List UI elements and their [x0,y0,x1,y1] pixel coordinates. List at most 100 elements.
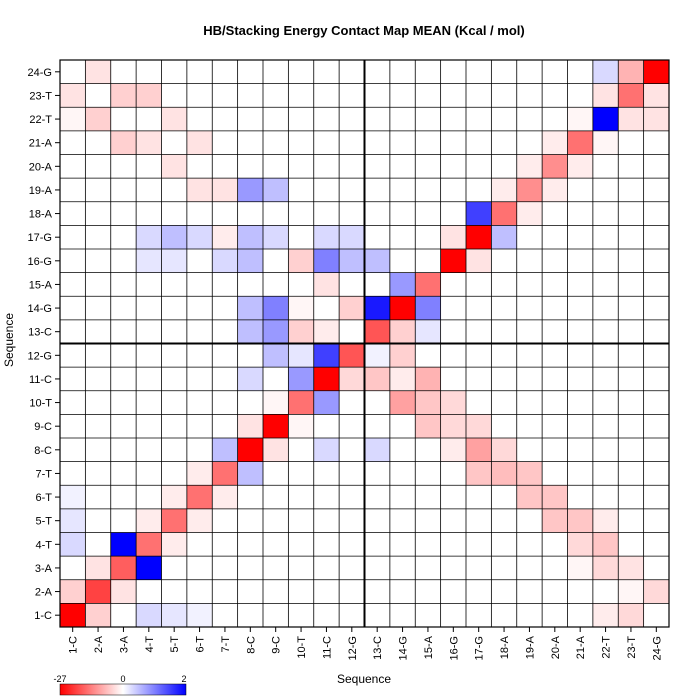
heatmap-cell [161,272,187,297]
heatmap-cell [466,154,492,179]
heatmap-cell [263,130,289,155]
heatmap-cell [237,201,263,226]
heatmap-cell [60,296,86,320]
heatmap-cell [466,319,492,344]
heatmap-cell [592,107,619,131]
x-tick-label: 17-G [474,636,486,660]
y-axis-label: Sequence [2,313,16,367]
heatmap-cell [110,367,137,391]
heatmap-cell [110,60,137,84]
heatmap-cell [60,461,86,486]
heatmap-cell [288,367,314,391]
heatmap-cell [516,390,543,415]
heatmap-cell [288,485,314,509]
heatmap-cell [491,603,517,627]
heatmap-cell [212,272,238,297]
heatmap-cell [237,556,263,580]
heatmap-cell [542,201,568,226]
heatmap-cell [110,579,137,604]
heatmap-cell [643,367,669,391]
x-tick-label: 24-G [651,636,663,660]
heatmap-cell [415,272,441,297]
heatmap-cell [516,414,543,438]
heatmap-cell [237,438,263,462]
heatmap-cell [60,532,86,557]
x-tick-label: 13-C [372,636,384,660]
heatmap-cell [415,438,441,462]
heatmap-cell [110,154,137,179]
heatmap-cell [339,154,365,179]
heatmap-cell [288,579,314,604]
heatmap-cell [136,249,162,273]
heatmap-cell [567,532,593,557]
heatmap-cell [339,225,365,249]
y-tick-label: 21-A [29,138,53,150]
heatmap-cell [237,390,263,415]
heatmap-cell [339,319,365,344]
heatmap-cell [136,60,162,84]
heatmap-cell [313,83,340,108]
heatmap-cell [542,130,568,155]
heatmap-cell [161,508,187,533]
heatmap-cell [643,201,669,226]
x-tick-label: 16-G [448,636,460,660]
heatmap-cell [567,414,593,438]
heatmap-cell [466,249,492,273]
heatmap-cell [161,130,187,155]
heatmap-cell [466,461,492,486]
heatmap-cell [516,272,543,297]
x-tick-label: 21-A [575,635,587,659]
heatmap-cell [237,296,263,320]
x-tick-label: 4-T [144,636,156,653]
heatmap-cell [186,508,213,533]
heatmap-cell [60,556,86,580]
heatmap-cell [313,532,340,557]
heatmap-cell [364,201,390,226]
heatmap-cell [592,556,619,580]
heatmap-cell [542,60,568,84]
heatmap-cell [592,249,619,273]
y-tick-label: 7-T [36,468,53,480]
heatmap-cell [60,249,86,273]
heatmap-cell [186,367,213,391]
heatmap-cell [643,485,669,509]
x-tick-label: 20-A [550,635,562,659]
heatmap-cell [567,178,593,202]
heatmap-cell [339,83,365,108]
y-tick-label: 5-T [36,516,53,528]
heatmap-cell [313,343,340,368]
heatmap-cell [288,272,314,297]
heatmap-cell [85,556,111,580]
heatmap-cell [542,390,568,415]
heatmap-cell [389,556,416,580]
heatmap-cell [161,154,187,179]
heatmap-cell [60,343,86,368]
heatmap-cell [212,60,238,84]
heatmap-cell [161,83,187,108]
heatmap-cell [389,107,416,131]
heatmap-cell [161,556,187,580]
heatmap-cell [263,508,289,533]
heatmap-cell [364,438,390,462]
heatmap-cell [415,390,441,415]
y-tick-label: 13-C [28,327,52,339]
x-tick-label: 9-C [271,636,283,654]
heatmap-cell [186,579,213,604]
heatmap-cell [389,414,416,438]
heatmap-cell [212,201,238,226]
heatmap-cell [491,461,517,486]
heatmap-cell [364,107,390,131]
heatmap-cell [542,461,568,486]
heatmap-cell [440,461,466,486]
heatmap-cell [186,296,213,320]
heatmap-cell [364,154,390,179]
heatmap-cell [186,438,213,462]
heatmap-cell [110,485,137,509]
heatmap-cell [60,272,86,297]
heatmap-cell [440,178,466,202]
x-tick-label: 8-C [245,636,257,654]
heatmap-cell [542,367,568,391]
heatmap-cell [364,461,390,486]
heatmap-cell [85,272,111,297]
heatmap-cell [339,603,365,627]
